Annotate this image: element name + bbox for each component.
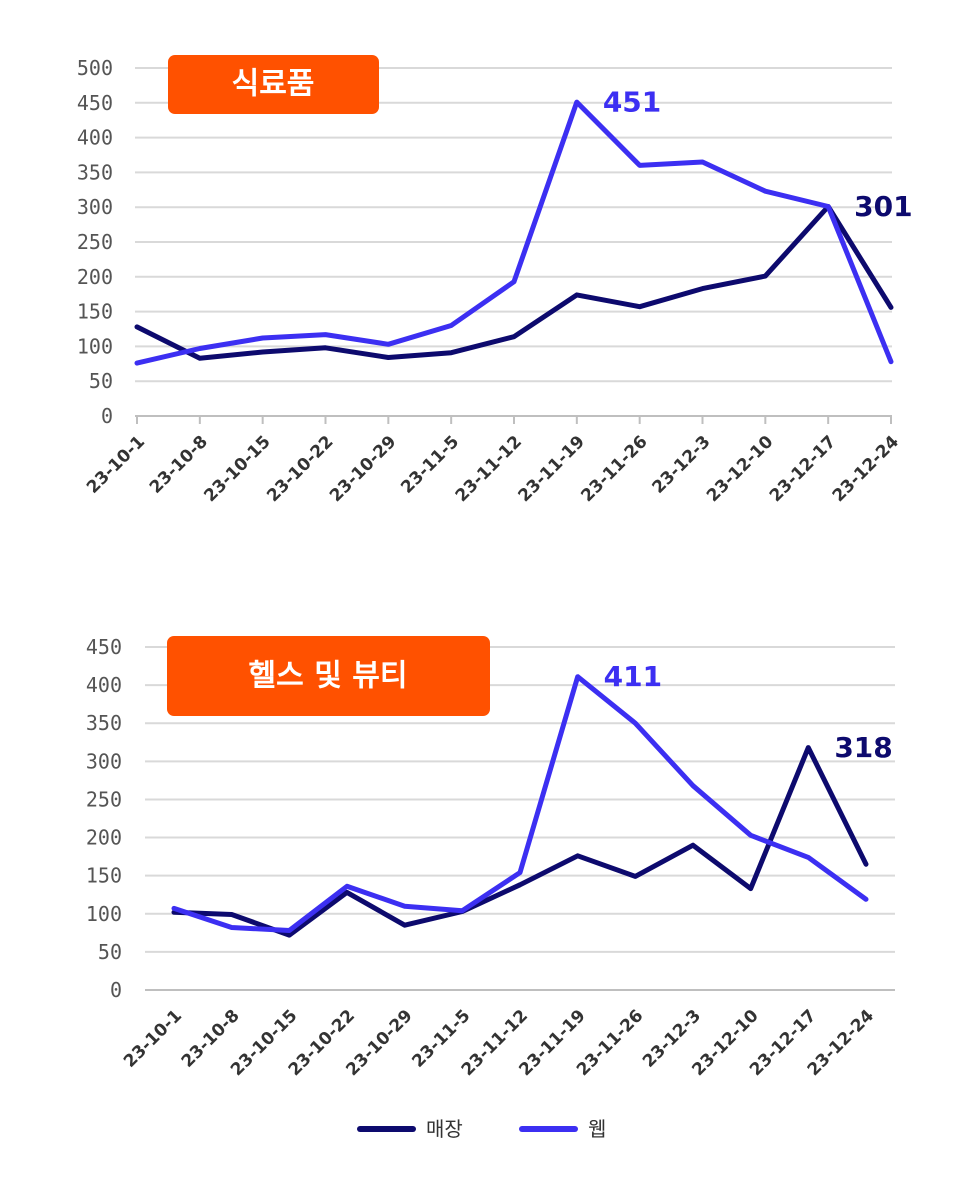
- data-label-web: 451: [603, 86, 661, 119]
- legend-item-store: 매장: [357, 1117, 463, 1141]
- title-badge-bg: [167, 636, 490, 716]
- y-tick-label: 450: [86, 635, 122, 659]
- grid-lines: [135, 67, 892, 383]
- x-axis-ticks: 23-10-123-10-823-10-1523-10-2223-10-2923…: [83, 432, 903, 506]
- y-tick-label: 100: [77, 334, 113, 358]
- x-tick-label: 23-12-3: [649, 432, 715, 498]
- series-line-store: [134, 204, 894, 361]
- y-axis-ticks: 0 50 100 150 200 250 300 350 400 450: [86, 635, 122, 1002]
- y-tick-label: 350: [86, 711, 122, 735]
- legend-item-web: 웹: [519, 1117, 606, 1141]
- x-axis: [135, 415, 892, 424]
- x-tick-label: 23-10-29: [326, 432, 400, 506]
- y-tick-label: 300: [77, 195, 113, 219]
- y-tick-label: 450: [77, 91, 113, 115]
- series-line-store: [171, 745, 869, 938]
- series-lines: [171, 674, 869, 938]
- data-labels: 411 318: [604, 660, 893, 764]
- y-axis-ticks: 0 50 100 150 200 250 300 350 400 450 500: [77, 56, 113, 428]
- x-tick-label: 23-11-19: [515, 432, 589, 506]
- y-tick-label: 200: [77, 265, 113, 289]
- y-tick-label: 350: [77, 160, 113, 184]
- y-tick-label: 150: [86, 864, 122, 888]
- series-line-web: [134, 99, 894, 366]
- y-tick-label: 250: [77, 230, 113, 254]
- y-tick-label: 500: [77, 56, 113, 80]
- y-tick-label: 300: [86, 749, 122, 773]
- data-labels: 451 301: [603, 86, 913, 223]
- data-label-store: 301: [854, 190, 912, 223]
- data-label-store: 318: [834, 731, 892, 764]
- x-tick-label: 23-11-26: [577, 432, 651, 506]
- y-tick-label: 100: [86, 902, 122, 926]
- y-tick-label: 400: [77, 126, 113, 150]
- y-tick-label: 200: [86, 826, 122, 850]
- x-tick-label: 23-12-10: [703, 432, 777, 506]
- y-tick-label: 150: [77, 300, 113, 324]
- legend-label-store: 매장: [426, 1117, 463, 1141]
- x-tick-label: 23-10-8: [146, 432, 212, 498]
- x-tick-label: 23-10-1: [83, 432, 149, 498]
- chart-health-beauty: 0 50 100 150 200 250 300 350 400 450 23-10-123-10…: [86, 635, 895, 1080]
- x-tick-label: 23-11-5: [397, 432, 463, 498]
- y-tick-label: 400: [86, 673, 122, 697]
- legend: 매장 웹: [357, 1117, 606, 1141]
- x-tick-label: 23-11-12: [452, 432, 526, 506]
- x-tick-label: 23-10-1: [120, 1006, 186, 1072]
- y-tick-label: 0: [110, 978, 122, 1002]
- chart-title: 헬스 및 뷰티: [249, 659, 408, 694]
- y-tick-label: 0: [101, 404, 113, 428]
- x-tick-label: 23-12-24: [829, 432, 903, 506]
- y-tick-label: 50: [89, 369, 113, 393]
- x-axis-ticks: 23-10-123-10-823-10-1523-10-2223-10-2923…: [120, 1006, 878, 1080]
- title-badge: 식료품: [168, 55, 379, 114]
- series-lines: [134, 99, 894, 366]
- x-tick-label: 23-10-15: [200, 432, 274, 506]
- series-line-web: [171, 674, 869, 933]
- data-label-web: 411: [604, 660, 662, 693]
- y-tick-label: 50: [98, 940, 122, 964]
- x-tick-label: 23-10-22: [263, 432, 337, 506]
- title-badge-bg: [168, 55, 379, 114]
- legend-label-web: 웹: [588, 1117, 606, 1141]
- title-badge: 헬스 및 뷰티: [167, 636, 490, 716]
- y-tick-label: 250: [86, 787, 122, 811]
- x-tick-label: 23-12-17: [766, 432, 840, 506]
- chart-title: 식료품: [232, 67, 315, 102]
